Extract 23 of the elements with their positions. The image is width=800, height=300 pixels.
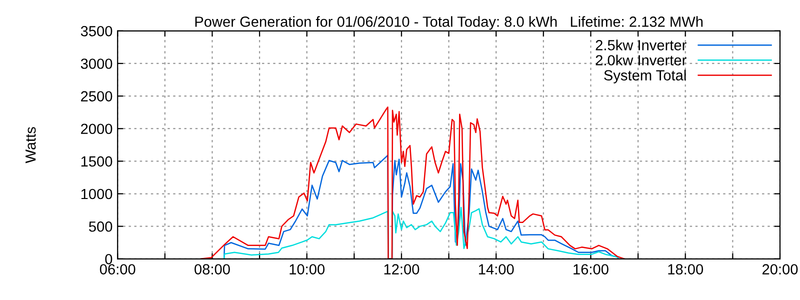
- line-series: [223, 206, 619, 259]
- y-tick-label: 1500: [81, 156, 112, 167]
- x-tick-label: 14:00: [478, 264, 514, 274]
- legend-label: 2.5kw Inverter: [596, 40, 686, 50]
- legend-label: System Total: [604, 70, 686, 84]
- y-tick-label: 3500: [80, 26, 112, 36]
- x-tick-label: 16:00: [574, 264, 608, 274]
- y-tick-label: 3000: [80, 58, 112, 69]
- x-tick-label: 08:00: [194, 264, 230, 274]
- x-tick-label: 12:00: [384, 264, 420, 274]
- chart-title: Power Generation for 01/06/2010 - Total Today: 8.0 kWh Lifetime: 2.132 MWh: [195, 16, 703, 30]
- y-tick-label: 0: [105, 254, 112, 264]
- legend-label: 2.0kw Inverter: [596, 54, 686, 66]
- x-tick-label: 06:00: [100, 264, 136, 274]
- y-tick-label: 2000: [81, 124, 112, 134]
- y-axis-title: Watts: [26, 127, 36, 164]
- y-tick-label: 500: [88, 221, 112, 232]
- y-tick-label: 1000: [81, 188, 112, 200]
- y-tick-label: 2500: [81, 91, 112, 102]
- x-tick-label: 20:00: [762, 264, 798, 274]
- x-tick-label: 18:00: [668, 264, 704, 274]
- line-series: [200, 106, 625, 259]
- x-tick-label: 10:00: [290, 264, 325, 274]
